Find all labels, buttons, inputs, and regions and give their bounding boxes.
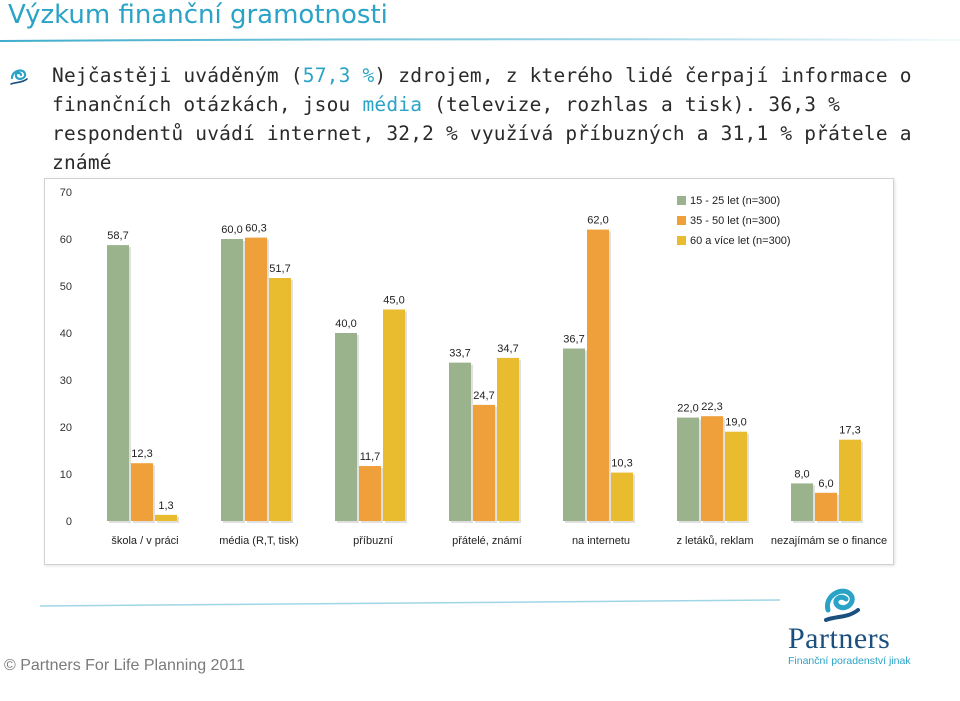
intro-text-3: (televize, rozhlas a tisk). 36,3 % respo… <box>52 93 912 174</box>
bar <box>791 483 813 521</box>
data-label: 60,3 <box>245 223 266 235</box>
data-label: 36,7 <box>563 334 584 346</box>
bar-chart: 0 10 20 30 40 50 60 70 58,7 12,3 1,3 škola / v prác… <box>60 187 887 547</box>
x-category-label: nezajímám se o finance <box>771 535 887 547</box>
data-label: 45,0 <box>383 295 404 307</box>
data-label: 19,0 <box>725 417 746 429</box>
y-tick-label: 70 <box>60 187 72 199</box>
data-label: 40,0 <box>335 318 356 330</box>
bar <box>383 309 405 521</box>
bar <box>563 348 585 521</box>
bar <box>131 463 153 521</box>
data-label: 17,3 <box>839 425 860 437</box>
bar <box>449 362 471 521</box>
bar <box>245 237 267 521</box>
intro-highlight-percent: 57,3 % <box>302 64 375 87</box>
bar <box>587 229 609 521</box>
partners-logo-tagline: Finanční poradenství jinak <box>788 655 911 667</box>
y-tick-label: 30 <box>60 375 72 387</box>
data-label: 33,7 <box>449 348 470 360</box>
data-label: 11,7 <box>360 451 381 463</box>
legend-label: 35 - 50 let (n=300) <box>690 215 780 227</box>
data-label: 6,0 <box>818 478 833 490</box>
data-label: 8,0 <box>794 468 809 480</box>
bar <box>611 472 633 521</box>
partners-logo-text: Partners <box>788 622 891 655</box>
y-tick-label: 10 <box>60 469 72 481</box>
legend-swatch <box>677 216 686 225</box>
bar <box>497 357 519 521</box>
data-label: 22,3 <box>701 401 722 413</box>
bar <box>677 417 699 521</box>
intro-text-2: ) zdrojem, z kterého lidé čerpají inform… <box>52 64 912 116</box>
y-tick-label: 40 <box>60 328 72 340</box>
bar <box>155 514 177 521</box>
x-category-label: média (R,T, tisk) <box>219 535 298 547</box>
x-category-label: na internetu <box>572 535 630 547</box>
bar <box>725 431 747 521</box>
bar <box>359 466 381 521</box>
bar <box>221 239 243 521</box>
bullet-swirl-icon <box>10 69 28 85</box>
bar <box>107 245 129 522</box>
x-category-label: škola / v práci <box>111 535 178 547</box>
bar <box>815 492 837 521</box>
data-label: 12,3 <box>131 448 152 460</box>
partners-logo-icon <box>824 588 860 622</box>
footer-divider <box>39 599 781 607</box>
copyright-text: © Partners For Life Planning 2011 <box>4 657 245 674</box>
bar <box>839 439 861 521</box>
legend-swatch <box>677 196 686 205</box>
slide-title: Výzkum finanční gramotnosti <box>8 0 388 30</box>
bar <box>701 416 723 521</box>
legend-swatch <box>677 236 686 245</box>
bar <box>473 404 495 521</box>
bar <box>335 333 357 521</box>
title-divider <box>0 38 960 42</box>
data-label: 60,0 <box>221 224 242 236</box>
y-tick-label: 50 <box>60 281 72 293</box>
legend-label: 15 - 25 let (n=300) <box>690 195 780 207</box>
y-tick-label: 0 <box>66 516 72 528</box>
data-label: 62,0 <box>587 215 608 227</box>
x-category-label: příbuzní <box>353 535 393 547</box>
data-label: 34,7 <box>497 343 518 355</box>
data-label: 58,7 <box>107 230 128 242</box>
y-tick-label: 60 <box>60 234 72 246</box>
data-label: 10,3 <box>611 458 632 470</box>
x-category-label: z letáků, reklam <box>676 535 753 547</box>
y-tick-label: 20 <box>60 422 72 434</box>
bar <box>269 278 291 521</box>
data-label: 24,7 <box>473 390 494 402</box>
intro-text-1: Nejčastěji uváděným ( <box>52 64 303 87</box>
intro-highlight-media: média <box>362 93 423 116</box>
intro-paragraph: Nejčastěji uváděným (57,3 %) zdrojem, z … <box>52 61 952 177</box>
legend-label: 60 a více let (n=300) <box>690 235 791 247</box>
x-category-label: přátelé, známí <box>452 535 522 547</box>
data-label: 51,7 <box>269 263 290 275</box>
data-label: 22,0 <box>677 403 698 415</box>
data-label: 1,3 <box>158 500 173 512</box>
